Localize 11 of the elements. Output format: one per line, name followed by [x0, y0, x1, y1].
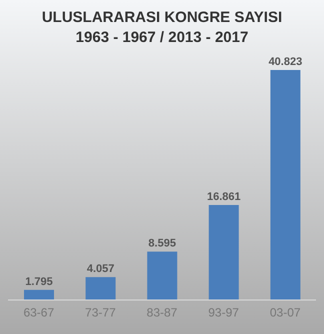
chart-title: ULUSLARARASI KONGRE SAYISI 1963 - 1967 / 2013 - 2017 — [40, 8, 284, 48]
x-tick-label: 73-77 — [85, 306, 116, 320]
data-label: 8.595 — [148, 238, 176, 250]
data-label: 16.861 — [206, 191, 241, 204]
data-label: 1.795 — [25, 276, 53, 288]
data-label: 4.057 — [86, 263, 114, 276]
x-tick-label: 83-87 — [146, 306, 178, 320]
x-tick-label: 93-97 — [208, 306, 240, 320]
x-tick-label: 03-07 — [270, 306, 301, 320]
x-tick-label: 63-67 — [23, 306, 54, 320]
data-label: 40.823 — [268, 56, 302, 68]
